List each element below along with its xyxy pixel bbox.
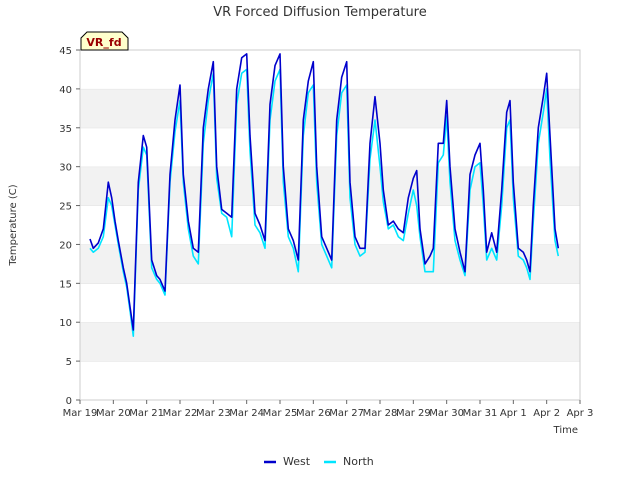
series-line-west [89,53,560,331]
legend-label: North [343,455,374,468]
y-axis: 0 5 10 15 20 25 30 35 40 45 [59,46,80,407]
x-axis-label: Time [553,425,578,436]
grid-bands [80,49,580,400]
chart-title: VR Forced Diffusion Temperature [213,5,427,20]
y-tick-label: 20 [59,240,72,251]
x-tick-label: Mar 21 [129,408,164,419]
x-tick-label: Mar 25 [263,408,298,419]
x-tick-label: Apr 2 [533,408,560,419]
x-tick-label: Mar 26 [296,408,331,419]
x-tick-label: Mar 22 [163,408,198,419]
badge-box [80,31,129,51]
grid-band [80,283,580,323]
y-tick-label: 10 [59,318,72,329]
grid-band [80,50,580,89]
x-tick-label: Mar 30 [429,408,464,419]
y-tick-label: 0 [66,396,72,407]
x-tick-label: Mar 27 [329,408,364,419]
x-tick-label: Mar 29 [396,408,431,419]
y-tick-label: 45 [59,46,72,57]
x-tick-label: Apr 3 [567,408,594,419]
y-tick-label: 5 [66,357,72,368]
x-tick-label: Mar 24 [229,408,264,419]
plot-area [79,49,581,401]
grid-band [80,361,580,400]
x-tick-label: Apr 1 [500,408,527,419]
x-tick-label: Mar 19 [63,408,98,419]
x-tick-label: Mar 31 [463,408,498,419]
grid-band [80,205,580,245]
x-tick-label: Mar 28 [363,408,398,419]
y-tick-label: 15 [59,279,72,290]
y-axis-label: Temperature (C) [8,184,19,266]
grid-band [80,166,580,206]
legend-item-north: North [324,455,374,468]
badge-label: VR_fd [86,36,121,49]
series-lines [89,53,560,338]
x-tick-label: Mar 20 [96,408,131,419]
legend: West North [264,455,374,468]
legend-item-west: West [264,455,311,468]
grid-band [80,127,580,167]
grid-band [80,322,580,362]
grid-band [80,88,580,128]
y-tick-label: 25 [59,202,72,213]
y-tick-label: 30 [59,163,72,174]
y-tick-label: 40 [59,85,72,96]
badge: VR_fd [80,31,129,51]
x-tick-label: Mar 23 [196,408,231,419]
legend-label: West [283,455,311,468]
y-tick-label: 35 [59,124,72,135]
